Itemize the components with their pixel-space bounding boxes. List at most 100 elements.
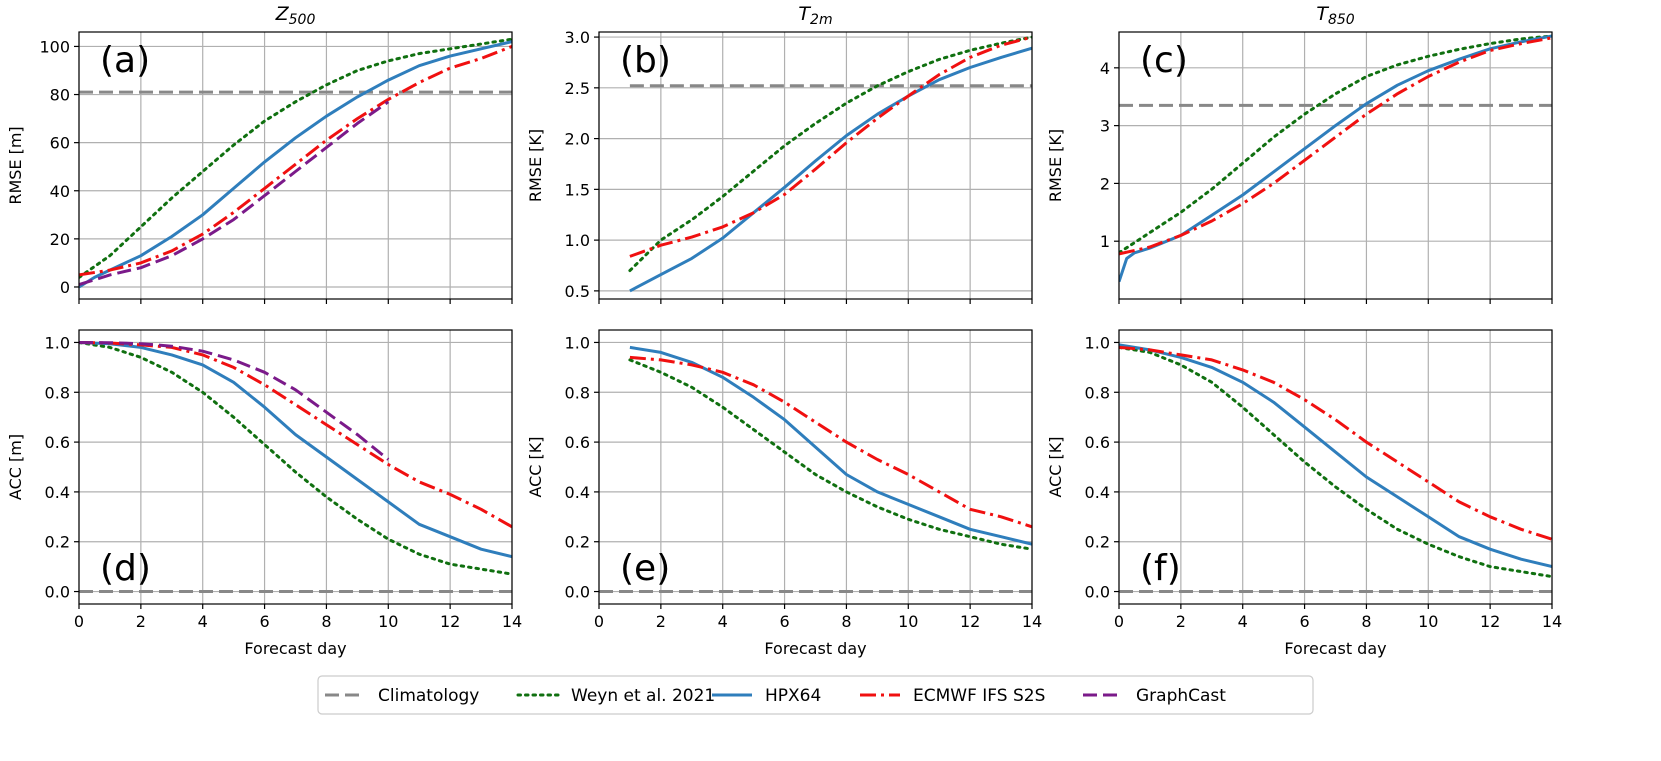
panel-label: (c) [1140, 40, 1188, 81]
x-tick-label: 6 [259, 612, 269, 631]
series-line-ecmwf [629, 35, 1032, 258]
series-line-graphcast [79, 100, 390, 287]
panel-f: 0 2 4 6 8 10 12 14 0.0 0.2 0.4 0.6 0.8 1.0 ACC [K] Fore… [1046, 329, 1562, 658]
x-tick-label: 2 [656, 612, 666, 631]
x-tick-label: 14 [502, 612, 522, 631]
y-tick-label: 0.6 [1085, 433, 1110, 452]
series-line-hpx64 [1119, 34, 1552, 283]
y-tick-label: 0.2 [1085, 533, 1110, 552]
series-line-ecmwf [1119, 36, 1552, 256]
x-tick-label: 10 [378, 612, 398, 631]
panel-c: 1 2 3 4 RMSE [K] (c) [1046, 31, 1553, 304]
x-tick-label: 4 [198, 612, 208, 631]
panel-e: 0 2 4 6 8 10 12 14 0.0 0.2 0.4 0.6 0.8 1.0 ACC [K] Fore… [526, 329, 1042, 658]
series-line-hpx64 [1119, 343, 1552, 569]
panel-d: 0 2 4 6 8 10 12 14 0.0 0.2 0.4 0.6 0.8 1.0 ACC [m] Fore… [6, 329, 522, 658]
x-tick-label: 14 [1542, 612, 1562, 631]
plot-frame [598, 329, 1033, 605]
series-line-ecmwf [629, 355, 1032, 529]
y-tick-label: 1.0 [565, 231, 590, 250]
legend: Climatology Weyn et al. 2021 HPX64 ECMWF IF… [317, 675, 1314, 715]
x-tick-label: 12 [960, 612, 980, 631]
y-tick-label: 1.5 [565, 180, 590, 199]
x-tick-label: 4 [1238, 612, 1248, 631]
legend-label-climatology: Climatology [378, 686, 479, 706]
legend-label-graphcast: GraphCast [1136, 686, 1226, 706]
y-tick-label: 0.4 [45, 483, 70, 502]
y-tick-label: 60 [50, 134, 70, 153]
series-line-weyn [1119, 34, 1552, 255]
plot-frame [78, 329, 513, 605]
column-title-2: T2m [798, 3, 832, 28]
x-tick-label: 10 [898, 612, 918, 631]
y-tick-label: 1.0 [565, 333, 590, 352]
y-tick-label: 2.5 [565, 79, 590, 98]
y-tick-label: 20 [50, 230, 70, 249]
y-tick-label: 0.2 [45, 533, 70, 552]
series-line-weyn [1119, 345, 1552, 579]
y-tick-label: 1.0 [45, 333, 70, 352]
series-line-ecmwf [1119, 345, 1552, 541]
legend-label-weyn: Weyn et al. 2021 [571, 686, 715, 706]
x-tick-label: 2 [136, 612, 146, 631]
legend-label-ecmwf: ECMWF IFS S2S [913, 686, 1045, 706]
series-line-hpx64 [629, 46, 1032, 293]
x-tick-label: 12 [440, 612, 460, 631]
panel-b: 0.5 1.0 1.5 2.0 2.5 3.0 RMSE [K] (b) [526, 28, 1033, 304]
y-tick-label: 0.0 [1085, 583, 1110, 602]
series-line-weyn [79, 341, 512, 576]
x-tick-label: 8 [1361, 612, 1371, 631]
y-axis-label: ACC [m] [6, 434, 25, 500]
legend-label-hpx64: HPX64 [765, 686, 821, 706]
series-line-weyn [628, 35, 1032, 273]
series-line-hpx64 [629, 345, 1032, 546]
column-title-1: Z500 [275, 3, 316, 28]
panel-label: (a) [100, 40, 150, 81]
y-tick-label: 0.4 [565, 483, 590, 502]
y-tick-label: 0.4 [1085, 483, 1110, 502]
y-tick-label: 40 [50, 182, 70, 201]
x-tick-label: 0 [1114, 612, 1124, 631]
y-tick-label: 2 [1100, 174, 1110, 193]
y-tick-label: 1.0 [1085, 333, 1110, 352]
panel-label: (b) [620, 40, 671, 81]
series-line-weyn [79, 37, 512, 279]
y-tick-label: 100 [39, 37, 70, 56]
y-tick-label: 0 [60, 278, 70, 297]
panel-label: (f) [1140, 548, 1181, 589]
series-line-ecmwf [79, 45, 512, 277]
y-tick-label: 0.6 [565, 433, 590, 452]
y-tick-label: 0.6 [45, 433, 70, 452]
plot-frame [78, 31, 513, 300]
y-tick-label: 0.2 [565, 533, 590, 552]
y-tick-label: 4 [1100, 59, 1110, 78]
x-tick-label: 10 [1418, 612, 1438, 631]
y-tick-label: 0.8 [1085, 383, 1110, 402]
x-tick-label: 2 [1176, 612, 1186, 631]
x-tick-label: 0 [594, 612, 604, 631]
plot-frame [1118, 329, 1553, 605]
y-tick-label: 80 [50, 86, 70, 105]
x-tick-label: 12 [1480, 612, 1500, 631]
panel-label: (e) [620, 548, 670, 589]
y-axis-label: RMSE [K] [526, 129, 545, 202]
x-axis-label: Forecast day [764, 639, 866, 658]
x-tick-label: 8 [841, 612, 851, 631]
panel-label: (d) [100, 548, 151, 589]
x-tick-label: 14 [1022, 612, 1042, 631]
y-tick-label: 0.8 [45, 383, 70, 402]
y-tick-label: 0.0 [45, 583, 70, 602]
y-tick-label: 0.8 [565, 383, 590, 402]
plot-frame [598, 31, 1033, 300]
legend-box [317, 675, 1314, 715]
y-tick-label: 0.5 [565, 282, 590, 301]
y-axis-label: RMSE [m] [6, 126, 25, 204]
series-line-weyn [628, 358, 1032, 551]
series-line-hpx64 [79, 341, 512, 559]
x-tick-label: 0 [74, 612, 84, 631]
y-axis-label: ACC [K] [526, 436, 545, 497]
y-axis-label: ACC [K] [1046, 436, 1065, 497]
y-tick-label: 0.0 [565, 583, 590, 602]
x-axis-label: Forecast day [244, 639, 346, 658]
